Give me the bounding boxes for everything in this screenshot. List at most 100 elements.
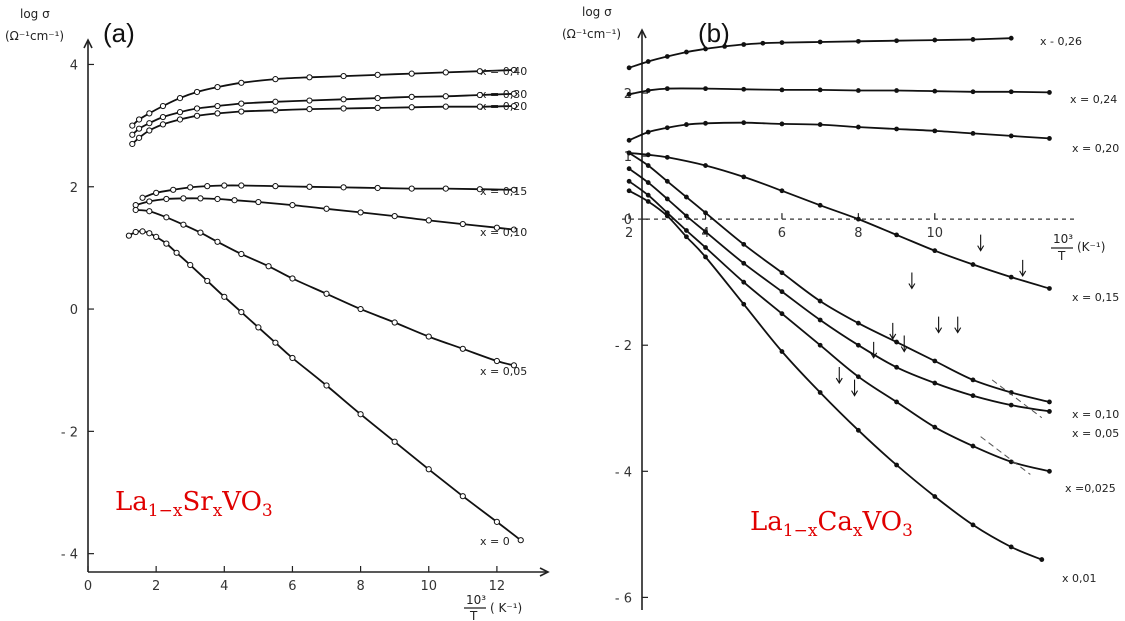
- panel-a-series-line: [135, 209, 515, 367]
- panel-a-data-point: [459, 493, 466, 500]
- panel-a-data-point: [146, 208, 153, 215]
- panel-a-xlabel-den: T: [469, 609, 478, 621]
- panel-b-compound: La1−xCaxVO3: [750, 507, 913, 541]
- panel-a-data-point: [272, 76, 279, 83]
- panel-a-data-point: [289, 275, 296, 282]
- panel-a-data-point: [176, 116, 184, 123]
- panel-b-y-tick-label: - 4: [615, 465, 632, 480]
- panel-b-data-point: [1008, 133, 1014, 139]
- panel-a-y-tick-label: - 4: [61, 548, 78, 563]
- panel-a-data-point: [231, 197, 238, 204]
- panel-b-data-point: [645, 199, 651, 204]
- panel-a-data-point: [132, 206, 139, 214]
- panel-b-y-tick-label: - 2: [615, 339, 632, 354]
- panel-a-y-tick-label: - 2: [61, 425, 78, 440]
- panel-b-transition-arrow: [889, 322, 897, 340]
- panel-b-data-point: [970, 37, 976, 42]
- panel-b-series-label: x = 0,20: [1072, 142, 1119, 155]
- panel-a-data-point: [238, 250, 245, 258]
- panel-a-data-point: [306, 105, 313, 113]
- panel-a-data-point: [493, 357, 500, 365]
- panel-b-data-point: [932, 248, 938, 254]
- panel-b-series-label: x = 0,10: [1072, 408, 1119, 421]
- panel-b-series-label: x = 0,15: [1072, 291, 1119, 304]
- panel-b-data-point: [894, 339, 899, 345]
- panel-b-data-point: [932, 380, 938, 386]
- panel-a-x-tick-label: 6: [288, 579, 296, 594]
- panel-a-series-line: [135, 197, 514, 231]
- panel-a-data-point: [289, 202, 296, 209]
- panel-b-data-point: [1047, 286, 1052, 291]
- panel-a-data-point: [125, 232, 132, 239]
- panel-b-data-point: [626, 188, 632, 194]
- panel-a-series-label: x = 0,20: [480, 100, 527, 113]
- panel-a-data-point: [374, 104, 381, 111]
- panel-a-data-point: [214, 110, 221, 117]
- panel-b-data-point: [760, 40, 766, 46]
- panel-a-data-point: [374, 71, 381, 78]
- panel-b-data-point: [817, 122, 823, 127]
- panel-b-transition-arrow: [908, 272, 916, 290]
- panel-b-series-line: [628, 87, 1050, 96]
- panel-b-data-point: [741, 301, 747, 307]
- panel-a-data-point: [136, 116, 143, 123]
- panel-b-data-point: [817, 390, 823, 395]
- panel-b-data-point: [626, 178, 632, 184]
- panel-a-data-point: [176, 94, 184, 102]
- panel-a-data-point: [391, 319, 398, 326]
- panel-b: log σ (Ω⁻¹cm⁻¹) (b) 10³ T (K⁻¹) La1−xCax…: [562, 5, 1105, 541]
- panel-a-data-point: [193, 105, 201, 112]
- panel-a-data-point: [340, 105, 347, 112]
- panel-a-data-point: [510, 186, 518, 193]
- panel-a-data-point: [153, 189, 160, 196]
- panel-a-data-point: [146, 120, 153, 127]
- panel-b-series-line: [628, 180, 1050, 473]
- panel-a-data-point: [391, 213, 398, 220]
- panel-a-x-tick-label: 10: [420, 579, 437, 594]
- panel-a-data-point: [129, 122, 136, 129]
- panel-a-data-point: [272, 183, 279, 190]
- panel-a-data-point: [323, 205, 330, 212]
- panel-a-data-point: [204, 277, 211, 285]
- panel-a-data-point: [476, 103, 483, 110]
- panel-b-data-point: [932, 358, 938, 364]
- panel-a-xlabel-unit: ( K⁻¹): [490, 601, 522, 615]
- panel-b-data-point: [741, 174, 747, 180]
- panel-a-data-point: [180, 195, 187, 202]
- panel-b-data-point: [741, 279, 747, 285]
- panel-a-data-point: [132, 228, 139, 236]
- panel-a-data-point: [374, 94, 381, 102]
- panel-b-x-tick-label: 10: [927, 226, 944, 241]
- panel-a-data-point: [193, 88, 201, 96]
- panel-a-data-point: [153, 233, 160, 241]
- panel-b-data-point: [626, 65, 632, 71]
- panel-a-series-label: x = 0,30: [480, 88, 527, 101]
- panel-a-data-point: [146, 127, 153, 134]
- panel-b-transition-arrow: [935, 316, 943, 334]
- panel-b-series-line: [628, 190, 1043, 561]
- panel-b-data-point: [894, 126, 899, 132]
- panel-a-data-point: [510, 226, 518, 233]
- panel-b-data-point: [779, 87, 785, 93]
- panel-b-x-tick-label: 2: [625, 226, 633, 241]
- panel-b-xlabel-unit: (K⁻¹): [1077, 240, 1105, 254]
- panel-b-data-point: [970, 262, 976, 267]
- panel-a-compound-sub1: 1−x: [148, 501, 183, 521]
- panel-b-transition-arrow: [851, 379, 859, 397]
- panel-a-data-point: [374, 184, 381, 192]
- panel-b-transition-arrow: [870, 341, 878, 359]
- panel-a-data-point: [272, 107, 279, 114]
- panel-a-data-point: [272, 98, 279, 105]
- panel-a-data-point: [214, 238, 221, 245]
- panel-b-data-point: [626, 137, 632, 143]
- panel-b-data-point: [932, 424, 938, 430]
- panel-a-data-point: [146, 110, 153, 117]
- panel-b-data-point: [703, 86, 708, 92]
- panel-b-data-point: [779, 270, 785, 276]
- panel-a-data-point: [173, 249, 180, 256]
- panel-b-data-point: [1008, 459, 1014, 465]
- panel-b-data-point: [970, 443, 976, 449]
- panel-a-y-axis-arrow: [83, 38, 93, 49]
- panel-a-data-point: [425, 333, 432, 340]
- panel-a-compound-base2: Sr: [182, 487, 213, 517]
